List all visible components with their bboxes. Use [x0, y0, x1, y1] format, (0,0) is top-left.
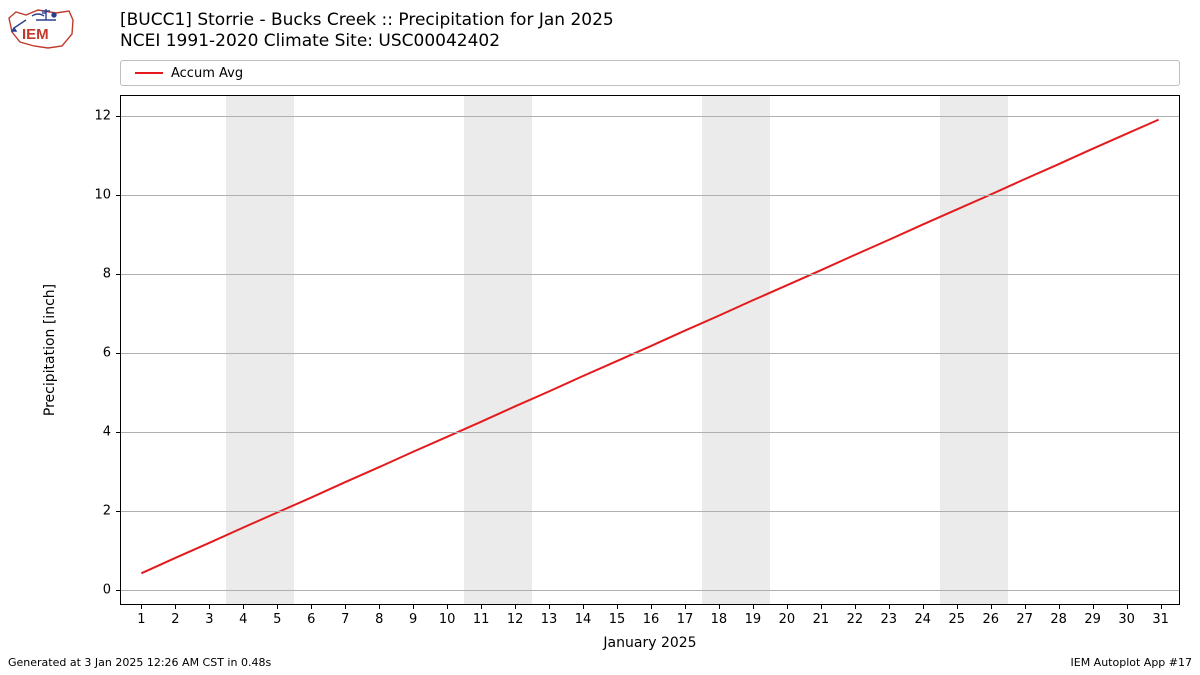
chart-title-block: [BUCC1] Storrie - Bucks Creek :: Precipi…: [120, 10, 614, 53]
page: IEM [BUCC1] Storrie - Bucks Creek :: Pre…: [0, 0, 1200, 675]
xtick-mark: [753, 604, 754, 609]
xtick-label: 22: [847, 612, 864, 627]
xtick-label: 8: [375, 612, 383, 627]
xtick-label: 16: [643, 612, 660, 627]
xtick-mark: [243, 604, 244, 609]
xtick-label: 12: [507, 612, 524, 627]
xtick-label: 1: [137, 612, 145, 627]
xtick-label: 23: [881, 612, 898, 627]
ytick-label: 6: [103, 345, 111, 360]
xtick-label: 17: [677, 612, 694, 627]
gridline: [121, 432, 1179, 433]
ytick-mark: [116, 274, 121, 275]
xtick-mark: [549, 604, 550, 609]
iem-logo: IEM: [6, 6, 76, 51]
xtick-label: 18: [711, 612, 728, 627]
xtick-label: 20: [779, 612, 796, 627]
xtick-label: 13: [541, 612, 558, 627]
gridline: [121, 511, 1179, 512]
gridline: [121, 195, 1179, 196]
xtick-label: 21: [813, 612, 830, 627]
xtick-mark: [447, 604, 448, 609]
xtick-mark: [515, 604, 516, 609]
ytick-mark: [116, 195, 121, 196]
xtick-label: 31: [1152, 612, 1169, 627]
gridline: [121, 274, 1179, 275]
xtick-mark: [719, 604, 720, 609]
chart-title-line1: [BUCC1] Storrie - Bucks Creek :: Precipi…: [120, 10, 614, 31]
xtick-label: 30: [1118, 612, 1135, 627]
xtick-mark: [277, 604, 278, 609]
xtick-label: 27: [1016, 612, 1033, 627]
xtick-mark: [1161, 604, 1162, 609]
legend-label: Accum Avg: [171, 66, 243, 81]
ytick-label: 12: [94, 108, 111, 123]
xtick-mark: [957, 604, 958, 609]
xtick-label: 4: [239, 612, 247, 627]
xtick-mark: [413, 604, 414, 609]
xtick-label: 15: [609, 612, 626, 627]
ytick-label: 4: [103, 425, 111, 440]
xtick-label: 6: [307, 612, 315, 627]
xtick-mark: [787, 604, 788, 609]
xtick-label: 5: [273, 612, 281, 627]
xtick-mark: [311, 604, 312, 609]
xtick-mark: [1127, 604, 1128, 609]
ytick-label: 10: [94, 187, 111, 202]
ytick-mark: [116, 353, 121, 354]
xtick-label: 11: [473, 612, 490, 627]
chart-title-line2: NCEI 1991-2020 Climate Site: USC00042402: [120, 31, 614, 52]
gridline: [121, 353, 1179, 354]
ytick-label: 8: [103, 266, 111, 281]
legend: Accum Avg: [120, 60, 1180, 86]
xtick-mark: [1059, 604, 1060, 609]
y-axis-label: Precipitation [inch]: [42, 284, 58, 416]
plot-area: 0246810121234567891011121314151617181920…: [120, 95, 1180, 605]
xtick-label: 10: [439, 612, 456, 627]
xtick-label: 26: [982, 612, 999, 627]
gridline: [121, 590, 1179, 591]
ytick-mark: [116, 511, 121, 512]
xtick-mark: [1025, 604, 1026, 609]
xtick-mark: [209, 604, 210, 609]
xtick-mark: [991, 604, 992, 609]
xtick-mark: [1093, 604, 1094, 609]
xtick-label: 3: [205, 612, 213, 627]
footer-appid: IEM Autoplot App #17: [1071, 656, 1193, 669]
legend-swatch: [135, 72, 163, 74]
xtick-label: 29: [1084, 612, 1101, 627]
ytick-label: 0: [103, 583, 111, 598]
xtick-label: 19: [745, 612, 762, 627]
xtick-mark: [651, 604, 652, 609]
x-axis-label: January 2025: [603, 635, 696, 651]
ytick-label: 2: [103, 504, 111, 519]
xtick-mark: [821, 604, 822, 609]
xtick-mark: [175, 604, 176, 609]
xtick-mark: [889, 604, 890, 609]
xtick-mark: [141, 604, 142, 609]
ytick-mark: [116, 590, 121, 591]
xtick-label: 9: [409, 612, 417, 627]
xtick-mark: [685, 604, 686, 609]
xtick-label: 25: [948, 612, 965, 627]
line-series-svg: [121, 96, 1179, 604]
xtick-label: 28: [1050, 612, 1067, 627]
xtick-mark: [855, 604, 856, 609]
series-line: [141, 120, 1158, 574]
ytick-mark: [116, 116, 121, 117]
svg-text:IEM: IEM: [22, 26, 49, 43]
xtick-mark: [345, 604, 346, 609]
xtick-label: 7: [341, 612, 349, 627]
xtick-mark: [923, 604, 924, 609]
footer-generated: Generated at 3 Jan 2025 12:26 AM CST in …: [8, 656, 271, 669]
xtick-mark: [481, 604, 482, 609]
xtick-mark: [617, 604, 618, 609]
xtick-label: 14: [575, 612, 592, 627]
xtick-mark: [583, 604, 584, 609]
xtick-label: 24: [915, 612, 932, 627]
ytick-mark: [116, 432, 121, 433]
xtick-label: 2: [171, 612, 179, 627]
xtick-mark: [379, 604, 380, 609]
gridline: [121, 116, 1179, 117]
